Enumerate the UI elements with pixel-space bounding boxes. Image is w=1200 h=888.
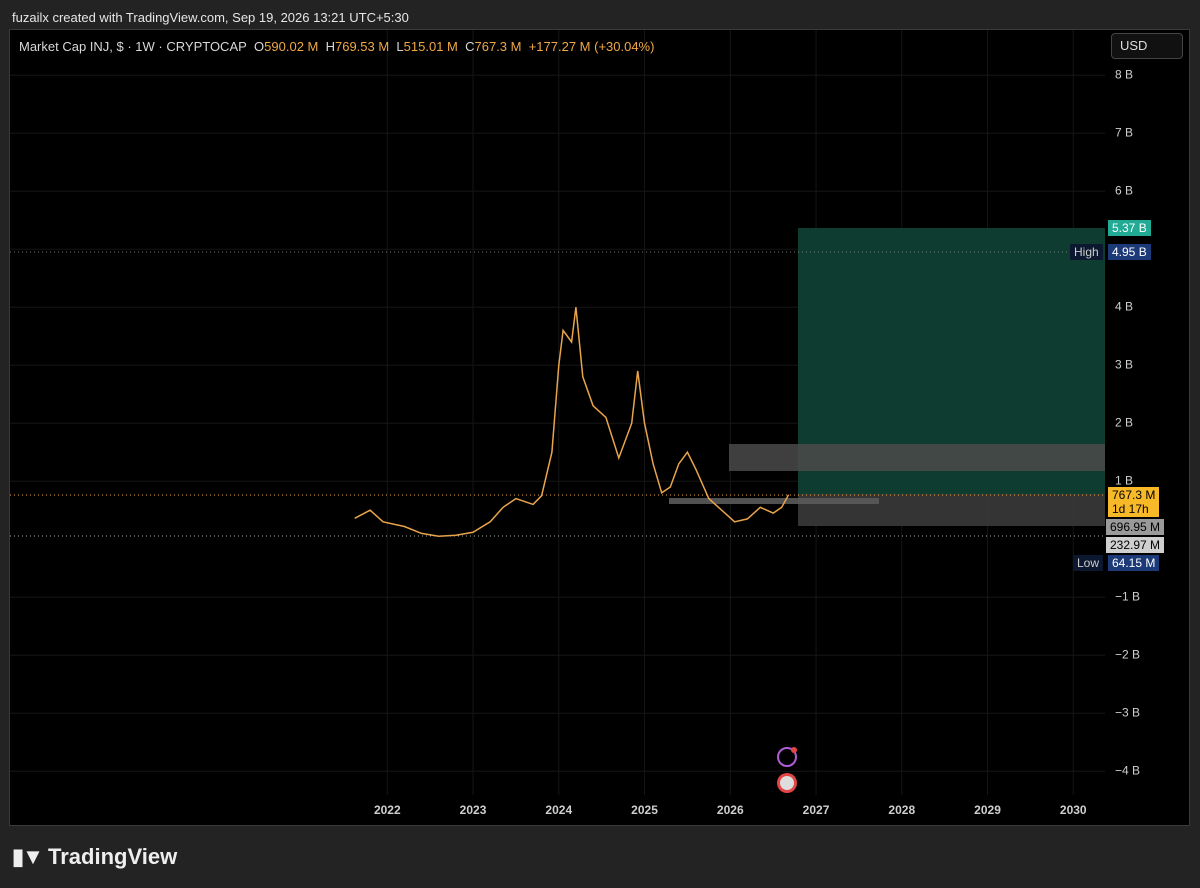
y-tick-label: 6 B [1115, 183, 1133, 197]
x-tick-label: 2029 [974, 803, 1001, 817]
low-label: 64.15 M [1108, 555, 1160, 571]
high-tag: High [1070, 244, 1103, 260]
zone-bar [669, 498, 879, 504]
y-tick-label: 1 B [1115, 473, 1133, 487]
y-tick-label: 4 B [1115, 299, 1133, 313]
last-price: 767.3 M 1d 17h [1108, 487, 1160, 517]
event-dot [791, 747, 797, 753]
y-tick-label: 3 B [1115, 357, 1133, 371]
x-tick-label: 2030 [1060, 803, 1087, 817]
stop-label: 232.97 M [1106, 537, 1165, 553]
last-label: 767.3 M [1112, 488, 1156, 502]
currency-button[interactable]: USD [1111, 33, 1183, 59]
price-line-series [354, 307, 790, 538]
open-key: O [254, 39, 265, 54]
x-tick-label: 2025 [631, 803, 658, 817]
event-icon [777, 747, 797, 767]
entry-label: 696.95 M [1106, 519, 1165, 535]
flag-inner [780, 776, 794, 790]
low-key: L [396, 39, 404, 54]
y-tick-label: −2 B [1115, 647, 1140, 661]
legend: Market Cap INJ, $ · 1W · CRYPTOCAP O590.… [19, 39, 654, 54]
change: +177.27 M (+30.04%) [528, 39, 655, 54]
open: 590.02 M [264, 39, 319, 54]
y-tick-label: −3 B [1115, 705, 1140, 719]
y-tick-label: −4 B [1115, 763, 1140, 777]
high-label: 4.95 B [1108, 244, 1151, 260]
close-key: C [465, 39, 475, 54]
y-tick-label: 2 B [1115, 415, 1133, 429]
high-key: H [325, 39, 335, 54]
credit: fuzailx created with TradingView.com, Se… [12, 10, 409, 25]
x-tick-label: 2023 [460, 803, 487, 817]
close: 767.3 M [474, 39, 522, 54]
low: 515.01 M [403, 39, 458, 54]
brand: ▮▼ TradingView [12, 844, 177, 870]
y-tick-label: −1 B [1115, 589, 1140, 603]
x-tick-label: 2028 [888, 803, 915, 817]
x-tick-label: 2026 [717, 803, 744, 817]
x-tick-label: 2024 [545, 803, 572, 817]
low-tag: Low [1073, 555, 1104, 571]
y-tick-label: 8 B [1115, 67, 1133, 81]
chart: −4 B−3 B−2 B−1 B1 B2 B3 B4 B5 B6 B7 B8 B… [9, 29, 1190, 826]
x-tick-label: 2027 [803, 803, 830, 817]
y-tick-label: 7 B [1115, 125, 1133, 139]
x-tick-label: 2022 [374, 803, 401, 817]
symbol: Market Cap INJ, $ · 1W · CRYPTOCAP [19, 39, 247, 54]
zone-box [729, 444, 1105, 471]
target-label: 5.37 B [1108, 220, 1151, 236]
high: 769.53 M [334, 39, 390, 54]
countdown: 1d 17h [1112, 502, 1149, 516]
brand-logo: ▮▼ [12, 844, 44, 869]
brand-name: TradingView [48, 844, 178, 869]
